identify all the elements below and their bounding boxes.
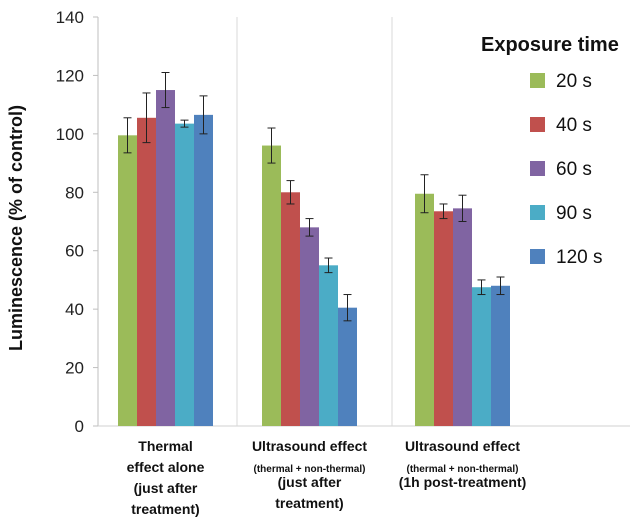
bar [415,193,434,426]
y-tick-label: 140 [56,8,84,27]
legend: Exposure time 20 s 40 s 60 s 90 s 120 s [481,34,619,268]
legend-swatch [530,161,545,176]
bar [281,192,300,426]
category-label-line: Ultrasound effect [405,438,520,454]
bar [472,287,491,426]
category-label-line: (1h post-treatment) [399,474,527,490]
legend-swatch [530,205,545,220]
bar [262,145,281,427]
bar [175,123,194,426]
bar [137,117,156,427]
bar [194,114,213,426]
legend-swatch [530,73,545,88]
bars [118,90,510,427]
category-label-line: (thermal + non-thermal) [407,464,519,475]
legend-swatch [530,249,545,264]
category-label-line: treatment) [275,495,343,511]
bar [156,90,175,427]
bar [338,307,357,426]
bar [434,211,453,426]
category-label-line: (thermal + non-thermal) [254,464,366,475]
category-label-line: Thermal [138,438,192,454]
y-tick-label: 100 [56,125,84,144]
y-tick-label: 20 [65,359,84,378]
y-tick-label: 0 [75,417,84,436]
bar [319,265,338,426]
legend-entry: 120 s [556,247,602,268]
y-tick-label: 40 [65,300,84,319]
category-label-line: effect alone [127,459,205,475]
category-label-line: (just after [134,480,198,496]
legend-entry: 90 s [556,203,592,224]
bar [491,285,510,426]
legend-entry: 40 s [556,115,592,136]
legend-entry: 20 s [556,71,592,92]
y-tick-label: 80 [65,183,84,202]
category-labels: Thermal effect alone (just after treatment)… [127,438,527,517]
bar [118,135,137,426]
legend-entry: 60 s [556,159,592,180]
y-tick-label: 60 [65,242,84,261]
y-axis: 0 20 40 60 80 100 120 140 [56,8,630,436]
category-label-line: (just after [278,474,342,490]
category-label-line: Ultrasound effect [252,438,367,454]
bar [453,208,472,426]
category-label-line: treatment) [131,501,199,517]
group-separators [236,17,393,426]
error-bars [123,72,505,322]
y-axis-label: Luminescence (% of control) [6,105,26,351]
bar [300,227,319,426]
legend-title: Exposure time [481,34,619,56]
legend-swatch [530,117,545,132]
y-tick-label: 120 [56,66,84,85]
